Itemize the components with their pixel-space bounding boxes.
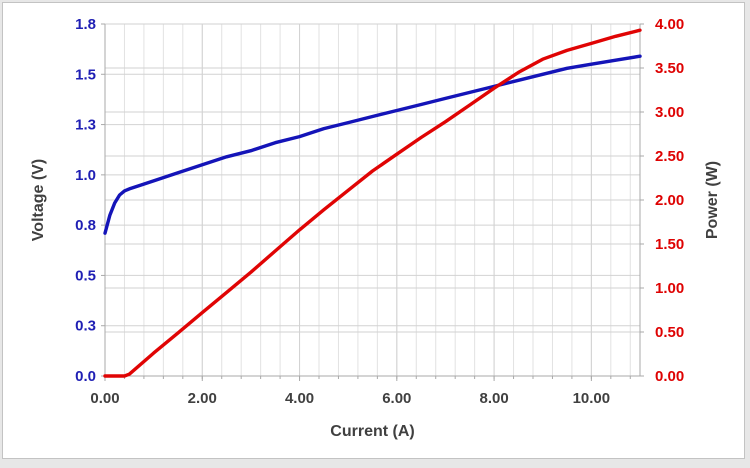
x-tick-label: 0.00 [90, 390, 119, 407]
y-left-tick-label: 1.8 [75, 16, 96, 33]
power-series-line [103, 28, 642, 378]
y-left-axis-title: Voltage (V) [30, 158, 47, 242]
y-right-axis-title: Power (W) [704, 160, 721, 240]
y-left-tick-label: 1.0 [75, 167, 96, 184]
x-tick-label: 2.00 [188, 390, 217, 407]
y-right-tick-label: 0.50 [655, 324, 684, 341]
y-right-tick-label: 3.00 [655, 104, 684, 121]
y-left-tick-label: 0.8 [75, 217, 96, 234]
x-tick-label: 8.00 [479, 390, 508, 407]
x-tick-label: 4.00 [285, 390, 314, 407]
x-tick-label: 10.00 [573, 390, 611, 407]
y-right-tick-label: 1.00 [655, 280, 684, 297]
y-left-tick-label: 0.3 [75, 318, 96, 335]
y-left-tick-label: 1.5 [75, 66, 96, 83]
x-axis-title: Current (A) [330, 423, 415, 440]
x-tick-label: 6.00 [382, 390, 411, 407]
y-right-tick-label: 2.50 [655, 148, 684, 165]
y-left-tick-label: 1.3 [75, 117, 96, 134]
y-left-tick-label: 0.0 [75, 368, 96, 385]
chart-canvas: 0.00 2.00 4.00 6.00 8.00 10.00 0.0 0.3 0.5 0.8 1.0… [2, 2, 745, 459]
y-left-tick-label: 0.5 [75, 267, 96, 284]
chart-svg: 0.00 2.00 4.00 6.00 8.00 10.00 0.0 0.3 0.5 0.8 1.0… [75, 16, 684, 407]
voltage-series-line [103, 54, 642, 235]
y-right-tick-label: 1.50 [655, 236, 684, 253]
y-right-tick-label: 0.00 [655, 368, 684, 385]
y-right-tick-label: 4.00 [655, 16, 684, 33]
y-right-tick-label: 3.50 [655, 60, 684, 77]
y-right-tick-label: 2.00 [655, 192, 684, 209]
